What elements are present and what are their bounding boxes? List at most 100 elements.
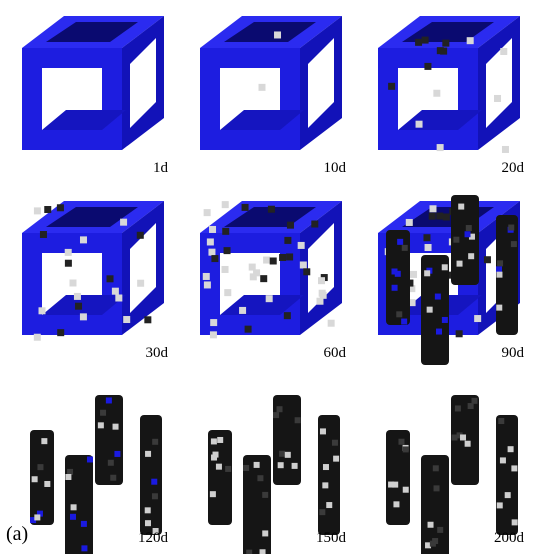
voxel	[328, 320, 335, 327]
voxel	[466, 225, 472, 231]
voxel	[295, 417, 301, 423]
voxel	[319, 509, 325, 515]
voxel	[455, 405, 461, 411]
voxel	[442, 317, 448, 323]
voxel	[151, 479, 157, 485]
voxel	[427, 307, 433, 313]
voxel	[442, 264, 448, 270]
voxel	[208, 249, 215, 256]
voxel	[433, 90, 440, 97]
voxel	[287, 222, 294, 229]
voxel	[497, 502, 503, 508]
panel-label: 120d	[138, 530, 169, 546]
voxel	[71, 504, 77, 510]
voxel	[65, 249, 72, 256]
voxel	[435, 294, 441, 300]
voxel	[274, 31, 281, 38]
voxel	[440, 48, 447, 55]
voxel	[144, 316, 151, 323]
voxel	[511, 465, 517, 471]
voxel	[70, 514, 76, 520]
voxel	[217, 437, 223, 443]
voxel	[320, 428, 326, 434]
voxel	[326, 502, 332, 508]
voxel	[422, 37, 429, 44]
voxel	[37, 464, 43, 470]
voxel	[465, 441, 471, 447]
voxel	[112, 288, 119, 295]
panel-label: 200d	[494, 530, 525, 546]
voxel	[203, 273, 210, 280]
voxel	[152, 439, 158, 445]
panel: 90d	[378, 195, 525, 365]
voxel	[243, 465, 249, 471]
voxel	[442, 40, 449, 47]
voxel	[57, 204, 64, 211]
panel: 200d	[386, 395, 525, 554]
panel: 60d	[200, 201, 347, 361]
voxel	[402, 245, 408, 251]
voxel	[239, 307, 246, 314]
voxel	[41, 438, 47, 444]
voxel	[32, 476, 38, 482]
voxel	[210, 319, 217, 326]
voxel	[429, 205, 436, 212]
panel-label: 60d	[324, 345, 347, 361]
voxel	[285, 452, 291, 458]
voxel	[80, 313, 87, 320]
voxel	[263, 257, 270, 264]
voxel	[484, 256, 491, 263]
voxel	[318, 277, 325, 284]
voxel	[113, 424, 119, 430]
figure: (a) 1d10d20d30d60d90d120d150d200d	[0, 0, 534, 554]
voxel	[242, 204, 249, 211]
voxel	[80, 236, 87, 243]
voxel	[453, 237, 459, 243]
voxel	[145, 520, 151, 526]
voxel	[224, 247, 231, 254]
voxel	[392, 482, 398, 488]
voxel	[398, 439, 404, 445]
voxel	[508, 225, 514, 231]
voxel	[436, 213, 443, 220]
voxel	[225, 466, 231, 472]
voxel	[222, 201, 229, 208]
voxel	[433, 465, 439, 471]
voxel	[511, 241, 517, 247]
voxel	[316, 298, 323, 305]
voxel	[468, 403, 474, 409]
pillar	[496, 415, 518, 535]
voxel	[396, 311, 402, 317]
voxel	[279, 451, 285, 457]
voxel	[416, 121, 423, 128]
voxel	[260, 549, 266, 554]
voxel	[39, 307, 46, 314]
voxel	[497, 260, 503, 266]
voxel	[500, 48, 507, 55]
voxel	[460, 434, 466, 440]
voxel	[332, 440, 338, 446]
voxel	[424, 270, 430, 276]
voxel	[415, 39, 422, 46]
voxel	[44, 206, 51, 213]
panel: 1d	[22, 16, 169, 176]
voxel	[333, 456, 339, 462]
voxel	[502, 146, 509, 153]
voxel	[284, 312, 291, 319]
voxel	[211, 438, 217, 444]
voxel	[222, 228, 229, 235]
voxel	[152, 493, 158, 499]
panel: 150d	[208, 395, 347, 554]
voxel	[300, 261, 307, 268]
voxel	[303, 268, 310, 275]
voxel	[260, 275, 267, 282]
voxel	[210, 331, 217, 338]
voxel	[245, 326, 252, 333]
pillar	[140, 415, 162, 535]
voxel	[496, 305, 502, 311]
voxel	[434, 485, 440, 491]
voxel	[207, 238, 214, 245]
voxel	[34, 514, 40, 520]
voxel	[496, 272, 502, 278]
voxel	[257, 475, 263, 481]
